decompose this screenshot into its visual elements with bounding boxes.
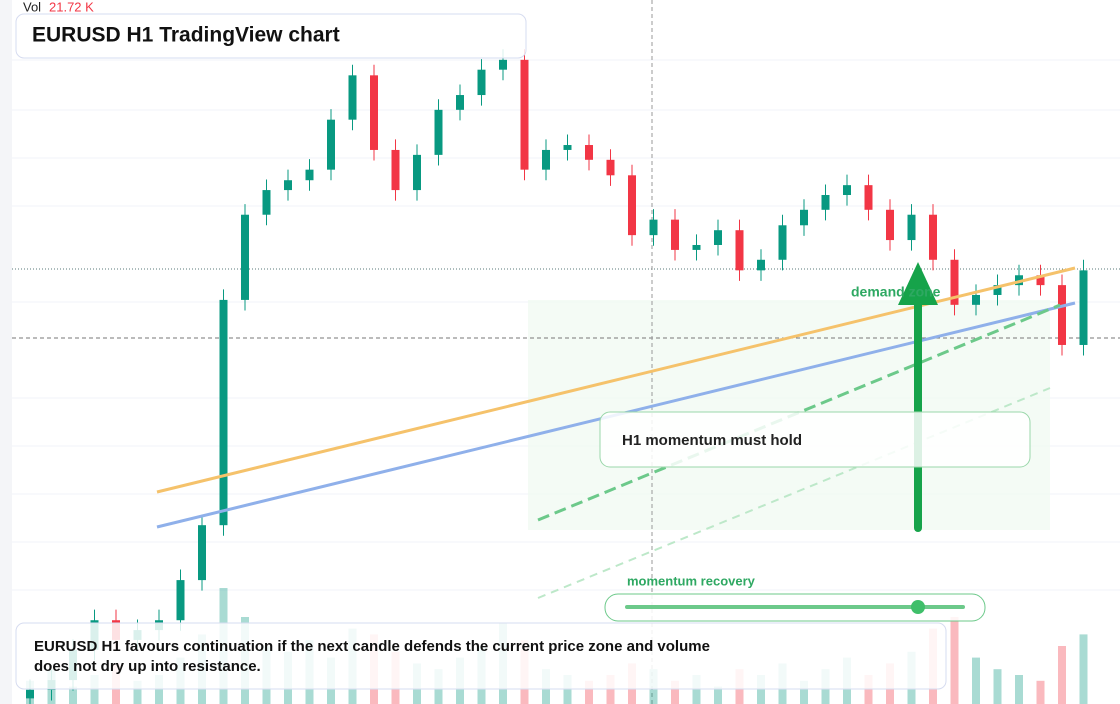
candle-body [563,145,572,150]
volume-bar [972,657,980,704]
volume-bar [585,680,593,704]
candle-body [778,225,787,260]
zone-label: demand zone [851,284,941,300]
candle-body [1058,285,1066,345]
annotation: H1 momentum must hold [622,432,802,449]
candle-body [843,185,851,196]
candle-body [241,214,249,300]
left-edge [0,0,12,704]
candle-body [434,109,443,155]
trend-line [537,303,1061,522]
candle-body [327,119,335,170]
candle-body [864,185,873,210]
volume-bar [950,617,959,704]
volume-bar [69,686,77,704]
candle-body [26,689,34,699]
annotation-box [599,411,1031,468]
candle-body [305,169,314,181]
chart-title: EURUSD H1 TradingView chart [32,24,340,47]
volume-bar [1015,675,1023,704]
caption: EURUSD H1 favours continuation if the ne… [34,638,710,675]
volume-bar [993,669,1002,704]
candle-body [413,154,421,191]
volume-value: 21.72 K [49,0,94,14]
candle-body [907,214,916,241]
candle-body [520,59,529,170]
volume-bar [133,680,142,704]
candle-body [370,75,378,150]
candle-body [499,59,507,70]
candle-body [993,285,1002,295]
volume-bar [1058,646,1066,704]
volume-bar [1036,680,1045,704]
caption-wrap: EURUSD H1 favours continuation if the ne… [34,638,710,675]
candle-body [219,299,228,526]
candle-body [649,219,658,236]
candle-body [176,580,185,621]
slider-label: momentum recovery [627,573,756,588]
volume-bar [671,680,679,704]
slider-knob[interactable] [911,600,925,614]
candle-body [585,145,593,160]
candle-body [456,95,464,110]
arrow-head [898,262,938,305]
candle-body [735,230,744,271]
volume-bar [1079,634,1088,704]
volume-bar [714,686,722,704]
candle-body [628,175,636,236]
volume-bar [800,680,808,704]
candle-body [606,159,615,176]
candle-body [714,230,722,245]
candle-body [1079,270,1088,345]
candle-body [391,149,400,191]
candle-body [757,259,765,271]
candle-body [800,209,808,226]
candle-body [284,180,292,191]
title-box [15,13,527,59]
candle-body [972,294,980,305]
candle-body [929,214,937,260]
candle-body [671,219,679,250]
candle-body [542,149,550,170]
candle-body [477,69,486,96]
candle-body [950,259,959,305]
caption-box [15,622,947,690]
candle-body [692,244,701,250]
volume-label: Vol [23,0,41,14]
candle-body [1036,275,1045,286]
candle-body [348,75,357,120]
candle-body [262,190,271,215]
candle-body [198,525,206,581]
candle-body [886,209,894,241]
candle-body [821,195,830,210]
